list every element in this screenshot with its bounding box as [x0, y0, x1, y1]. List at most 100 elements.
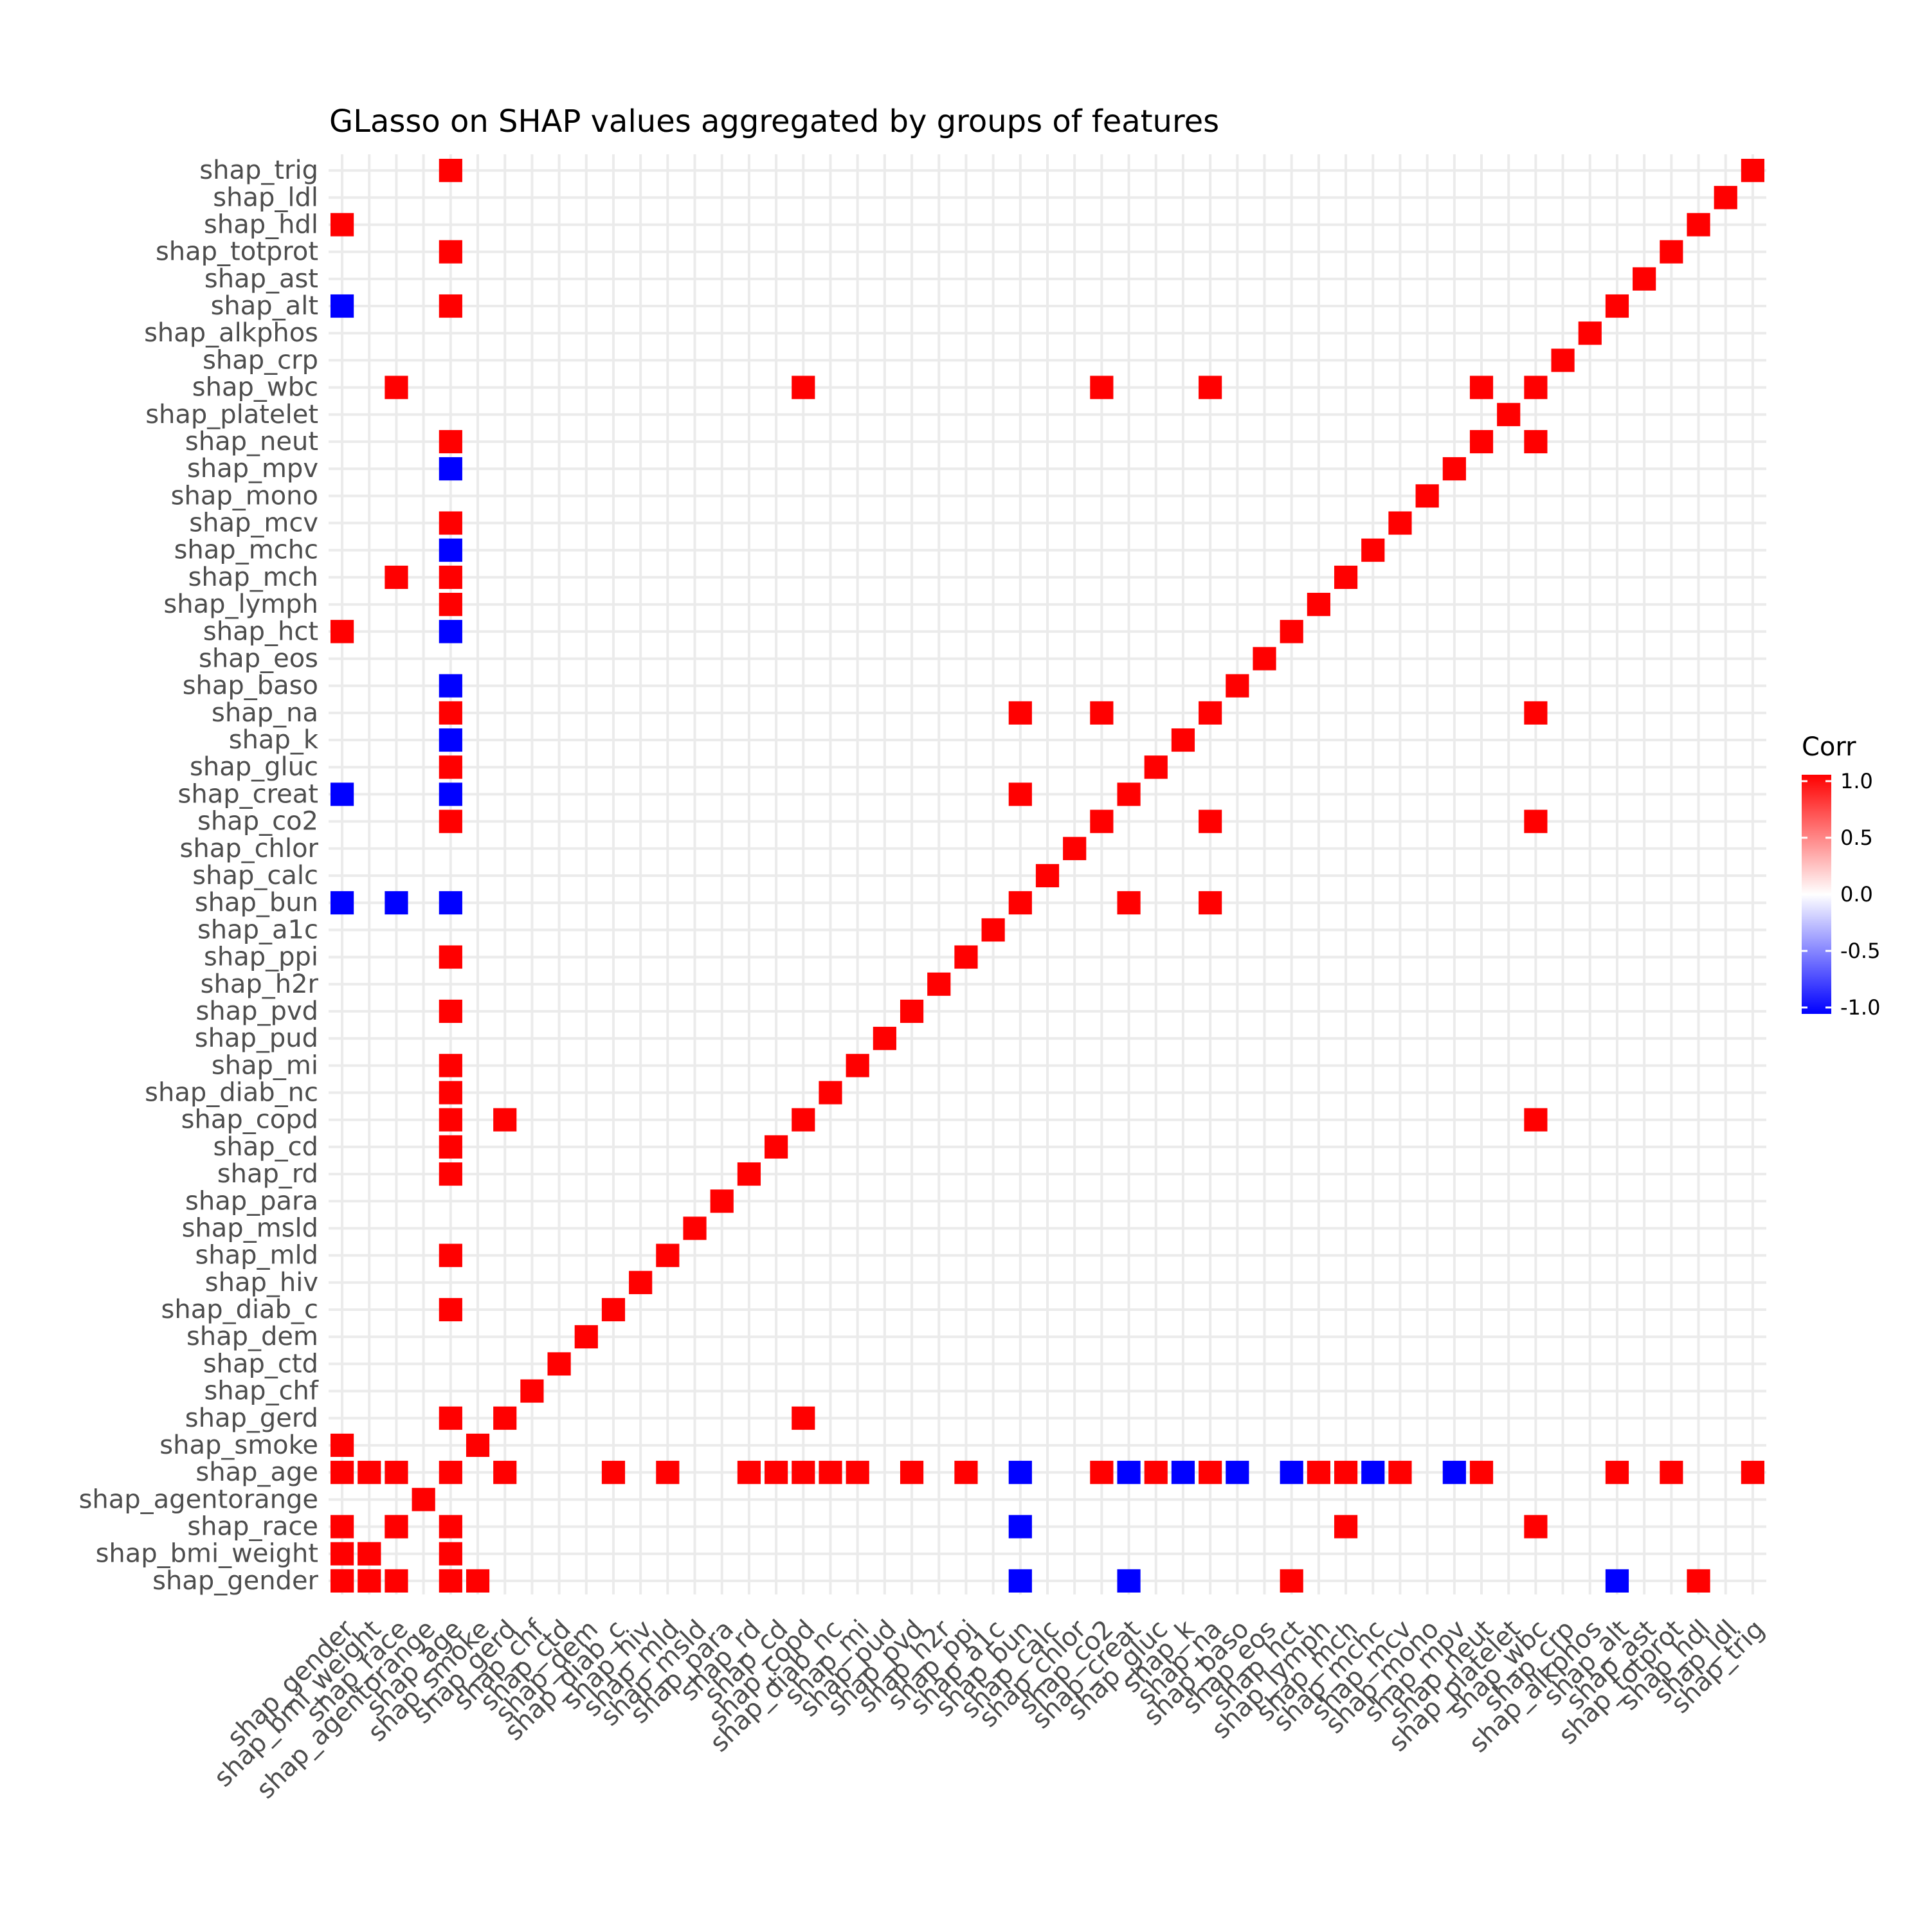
heatmap-cell — [439, 809, 462, 833]
heatmap-cell — [1524, 1515, 1548, 1539]
y-tick-labels: shap_gendershap_bmi_weightshap_raceshap_… — [79, 156, 319, 1596]
heatmap-cell — [1605, 1569, 1629, 1593]
y-tick-label: shap_k — [229, 725, 319, 755]
heatmap-cell — [439, 1515, 462, 1539]
heatmap-cell — [737, 1461, 761, 1485]
y-tick-label: shap_gender — [152, 1566, 318, 1596]
heatmap-cell — [439, 240, 462, 264]
heatmap-diagonal-cell — [1741, 159, 1764, 183]
legend-tick-label: -0.5 — [1840, 939, 1880, 963]
heatmap-cell — [1307, 1461, 1330, 1485]
heatmap-cell — [385, 375, 408, 399]
heatmap-cell — [1741, 1461, 1764, 1485]
heatmap-diagonal-cell — [1361, 538, 1385, 562]
heatmap-diagonal-cell — [1063, 836, 1087, 860]
heatmap-cell — [331, 891, 354, 915]
heatmap-cell — [1361, 1461, 1385, 1485]
heatmap-cell — [1469, 1461, 1494, 1485]
y-tick-label: shap_diab_c — [161, 1295, 319, 1324]
heatmap-diagonal-cell — [737, 1162, 761, 1186]
heatmap-diagonal-cell — [1008, 891, 1032, 915]
heatmap-cell — [765, 1461, 788, 1485]
y-tick-label: shap_ast — [204, 264, 318, 294]
y-tick-label: shap_mono — [171, 481, 318, 510]
heatmap-cell — [439, 945, 462, 969]
heatmap-diagonal-cell — [439, 1461, 462, 1485]
heatmap-diagonal-cell — [629, 1270, 653, 1294]
chart-title: GLasso on SHAP values aggregated by grou… — [329, 104, 1219, 140]
heatmap-diagonal-cell — [1307, 593, 1330, 617]
heatmap-diagonal-cell — [1090, 809, 1114, 833]
heatmap-cell — [331, 1461, 354, 1485]
y-tick-label: shap_a1c — [197, 915, 318, 944]
heatmap-cell — [466, 1569, 490, 1593]
heatmap-cell — [1280, 1461, 1303, 1485]
heatmap-diagonal-cell — [1442, 457, 1466, 481]
y-tick-label: shap_chf — [204, 1377, 318, 1406]
y-tick-label: shap_chlor — [180, 834, 319, 863]
heatmap-cell — [439, 755, 462, 779]
heatmap-diagonal-cell — [927, 972, 951, 996]
heatmap-diagonal-cell — [1551, 348, 1575, 372]
heatmap-diagonal-cell — [1035, 863, 1060, 888]
heatmap-diagonal-cell — [520, 1379, 544, 1403]
heatmap-cell — [358, 1461, 381, 1485]
heatmap-cell — [1199, 1461, 1222, 1485]
y-tick-label: shap_baso — [183, 671, 318, 701]
y-tick-label: shap_na — [212, 698, 318, 728]
y-tick-label: shap_h2r — [201, 970, 319, 999]
heatmap-cell — [1144, 1461, 1168, 1485]
heatmap-cell — [1199, 891, 1222, 915]
y-tick-label: shap_trig — [199, 156, 318, 185]
heatmap-cell — [439, 782, 462, 806]
heatmap-cell — [331, 782, 354, 806]
heatmap-cell — [439, 891, 462, 915]
legend: Corr 1.0 0.5 0.0 -0.5 -1.0 — [1802, 732, 1880, 1020]
heatmap-cell — [1226, 1461, 1249, 1485]
heatmap-cell — [1008, 1461, 1032, 1485]
heatmap-cell — [819, 1461, 842, 1485]
heatmap-cell — [439, 1297, 462, 1322]
heatmap-diagonal-cell — [358, 1542, 381, 1566]
heatmap-diagonal-cell — [873, 1027, 896, 1051]
heatmap-diagonal-cell — [1714, 186, 1737, 210]
heatmap-cell — [439, 511, 462, 535]
heatmap-cell — [1442, 1461, 1466, 1485]
heatmap-diagonal-cell — [331, 1569, 354, 1593]
y-tick-label: shap_hct — [203, 617, 318, 646]
heatmap-diagonal-cell — [819, 1081, 842, 1105]
y-tick-label: shap_eos — [199, 644, 318, 673]
heatmap-cell — [792, 375, 815, 399]
y-tick-label: shap_ctd — [203, 1349, 318, 1378]
legend-title: Corr — [1802, 732, 1856, 762]
heatmap-cell — [900, 1461, 924, 1485]
y-tick-label: shap_hdl — [204, 210, 318, 239]
heatmap-cell — [1524, 809, 1548, 833]
heatmap-cell — [439, 674, 462, 698]
heatmap-cell — [1008, 782, 1032, 806]
heatmap-cell — [439, 593, 462, 617]
y-tick-label: shap_alkphos — [144, 318, 318, 348]
heatmap-cell — [439, 728, 462, 752]
heatmap-cell — [331, 294, 354, 318]
heatmap-diagonal-cell — [1226, 674, 1249, 698]
heatmap-cell — [439, 999, 462, 1024]
heatmap-cell — [331, 1542, 354, 1566]
y-tick-label: shap_mpv — [187, 454, 318, 483]
heatmap-diagonal-cell — [601, 1297, 626, 1322]
y-tick-label: shap_diab_nc — [145, 1078, 318, 1108]
y-tick-label: shap_crp — [203, 345, 318, 375]
heatmap-diagonal-cell — [1171, 728, 1195, 752]
y-tick-label: shap_cd — [213, 1132, 318, 1162]
heatmap-cell — [439, 1243, 462, 1267]
heatmap-cell — [439, 565, 462, 590]
heatmap-cell — [1334, 1515, 1358, 1539]
heatmap-diagonal-cell — [1578, 321, 1602, 345]
grid-layer — [329, 154, 1766, 1594]
heatmap-cell — [439, 1406, 462, 1430]
heatmap-diagonal-cell — [981, 918, 1005, 942]
y-tick-label: shap_creat — [178, 779, 318, 809]
y-tick-label: shap_hiv — [205, 1268, 318, 1297]
heatmap-cell — [1524, 701, 1548, 725]
